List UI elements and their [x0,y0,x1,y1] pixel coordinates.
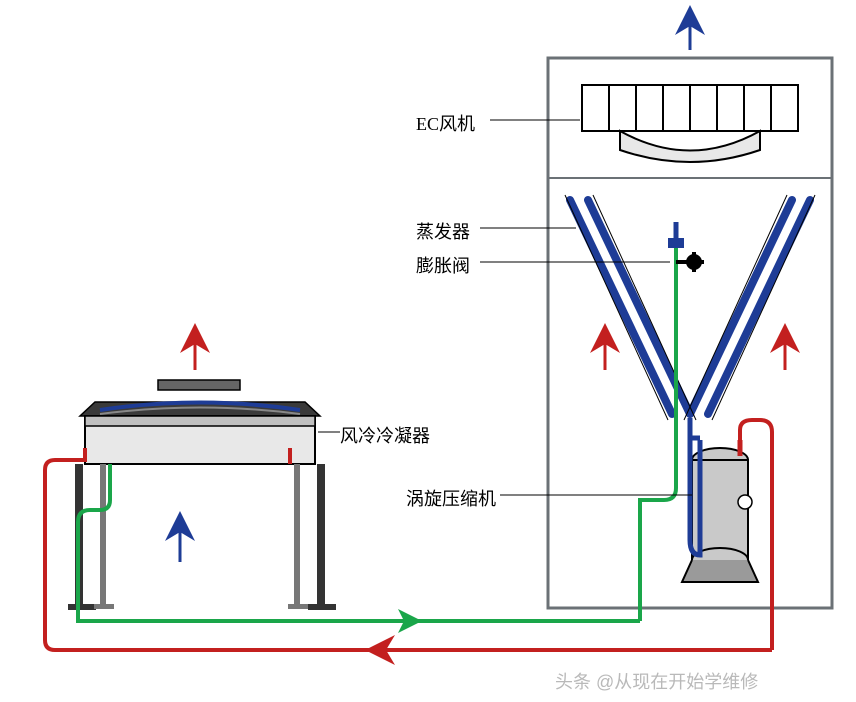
label-expansion-valve: 膨胀阀 [416,252,470,278]
evaporator-coil [570,200,810,414]
expansion-valve [668,222,704,276]
pipe-liquid-run [78,464,640,621]
label-condenser: 风冷冷凝器 [340,422,430,448]
label-evaporator: 蒸发器 [416,218,470,244]
ec-fan [582,85,798,162]
label-compressor: 涡旋压缩机 [406,485,496,511]
diagram-canvas [0,0,856,702]
compressor [682,440,758,582]
watermark-text: 头条 @从现在开始学维修 [555,668,758,694]
indoor-unit [548,20,832,650]
label-ec-fan: EC风机 [416,110,475,136]
